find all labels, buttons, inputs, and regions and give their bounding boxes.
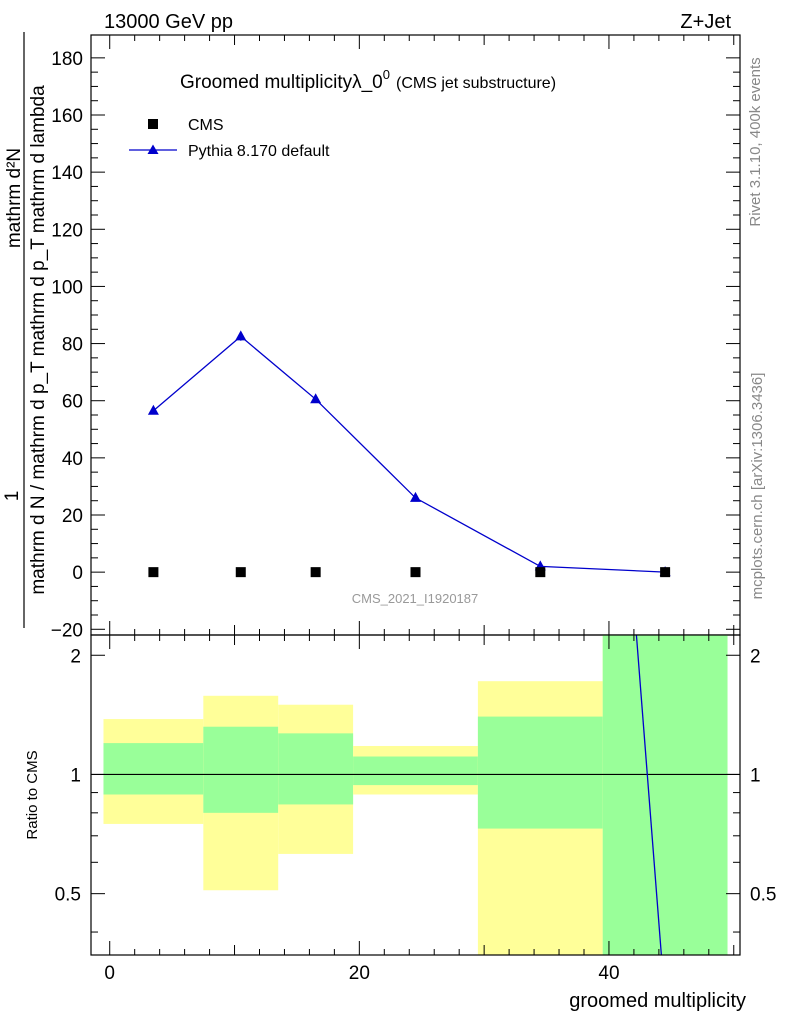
x-axis-label: groomed multiplicity xyxy=(569,990,746,1012)
y-axis-label: 1 mathrm d²N mathrm d N / mathrm d p_T m… xyxy=(2,32,49,628)
ratio-lines xyxy=(91,634,740,956)
ratio-ticks xyxy=(91,635,740,955)
cms-point xyxy=(235,567,246,578)
ratio-frame xyxy=(90,634,741,956)
ratio-ticklabels: 0.5 0.51 12 20 20 40 xyxy=(55,646,777,984)
ratio-band-green xyxy=(353,756,478,786)
ratio-bands xyxy=(103,635,728,955)
main-plot-title-sup: 0 xyxy=(383,67,390,82)
ratio-band-green xyxy=(602,635,728,955)
main-plot-ticklabels: −20 0 20 40 60 80 100 120 140 160 180 xyxy=(51,49,83,641)
ratio-y-label: Ratio to CMS xyxy=(24,750,41,839)
ratio-x-tick-label: 40 xyxy=(598,963,619,984)
main-y-tick-label: −20 xyxy=(51,620,83,641)
cms-point xyxy=(535,567,546,578)
y-axis-label-numerator: mathrm d²N xyxy=(4,148,25,248)
ratio-x-tick-label: 20 xyxy=(349,963,370,984)
energy-label: 13000 GeV pp xyxy=(104,11,233,33)
ratio-y-tick-label: 0.5 xyxy=(55,885,81,906)
pythia-point xyxy=(147,404,159,415)
main-plot-ticks xyxy=(91,35,740,635)
pythia-point xyxy=(235,330,247,341)
ratio-band-green xyxy=(103,743,204,795)
ratio-panel: 0.5 0.51 12 20 20 40 Ratio to CMS groomed mul… xyxy=(24,634,777,1012)
main-y-tick-label: 80 xyxy=(62,335,83,356)
pythia-line xyxy=(152,335,666,573)
pythia-point xyxy=(310,393,322,404)
cms-point xyxy=(410,567,421,578)
legend-cms-marker xyxy=(148,119,158,129)
y-axis-label-top: 1 xyxy=(2,491,23,502)
ratio-band-green xyxy=(203,726,279,813)
main-y-tick-label: 140 xyxy=(51,163,83,184)
process-label: Z+Jet xyxy=(680,11,731,33)
main-plot-title: Groomed multiplicityλ_00 (CMS jet substru… xyxy=(180,67,556,93)
cms-point xyxy=(148,567,159,578)
main-y-tick-label: 180 xyxy=(51,49,83,70)
rivet-label: Rivet 3.1.10, 400k events xyxy=(747,57,764,226)
ratio-y-tick-label-right: 2 xyxy=(750,646,761,667)
legend-cms-label: CMS xyxy=(188,117,224,134)
analysis-watermark: CMS_2021_I1920187 xyxy=(352,591,479,606)
ratio-band-green xyxy=(477,716,603,829)
main-y-tick-label: 40 xyxy=(62,449,83,470)
main-y-tick-label: 0 xyxy=(72,563,83,584)
legend-pythia-marker xyxy=(147,144,159,154)
legend-pythia-label: Pythia 8.170 default xyxy=(188,143,330,160)
main-plot-subtitle: (CMS jet substructure) xyxy=(396,75,556,92)
main-plot-title-text: Groomed multiplicityλ_0 xyxy=(180,72,383,93)
ratio-y-tick-label: 1 xyxy=(70,765,81,786)
main-y-tick-label: 160 xyxy=(51,106,83,127)
ratio-x-tick-label: 0 xyxy=(104,963,115,984)
ratio-y-tick-label-right: 1 xyxy=(750,765,761,786)
legend: CMS Pythia 8.170 default xyxy=(129,117,330,160)
ratio-pythia-line xyxy=(635,634,663,956)
main-y-tick-label: 120 xyxy=(51,220,83,241)
ratio-y-tick-label: 2 xyxy=(70,646,81,667)
main-y-tick-label: 100 xyxy=(51,277,83,298)
ratio-band-green xyxy=(278,733,354,805)
y-axis-label-denominator: mathrm d N / mathrm d p_T mathrm d p_T m… xyxy=(28,85,49,595)
cms-point xyxy=(660,567,671,578)
main-y-tick-label: 20 xyxy=(62,506,83,527)
pythia-point xyxy=(410,491,421,502)
main-plot-series xyxy=(147,330,671,578)
ratio-y-tick-label-right: 0.5 xyxy=(750,885,776,906)
cms-point xyxy=(310,567,321,578)
mcplots-label: mcplots.cern.ch [arXiv:1306.3436] xyxy=(749,373,766,600)
main-plot-panel: −20 0 20 40 60 80 100 120 140 160 180 Groomed mult… xyxy=(2,32,741,641)
main-y-tick-label: 60 xyxy=(62,392,83,413)
